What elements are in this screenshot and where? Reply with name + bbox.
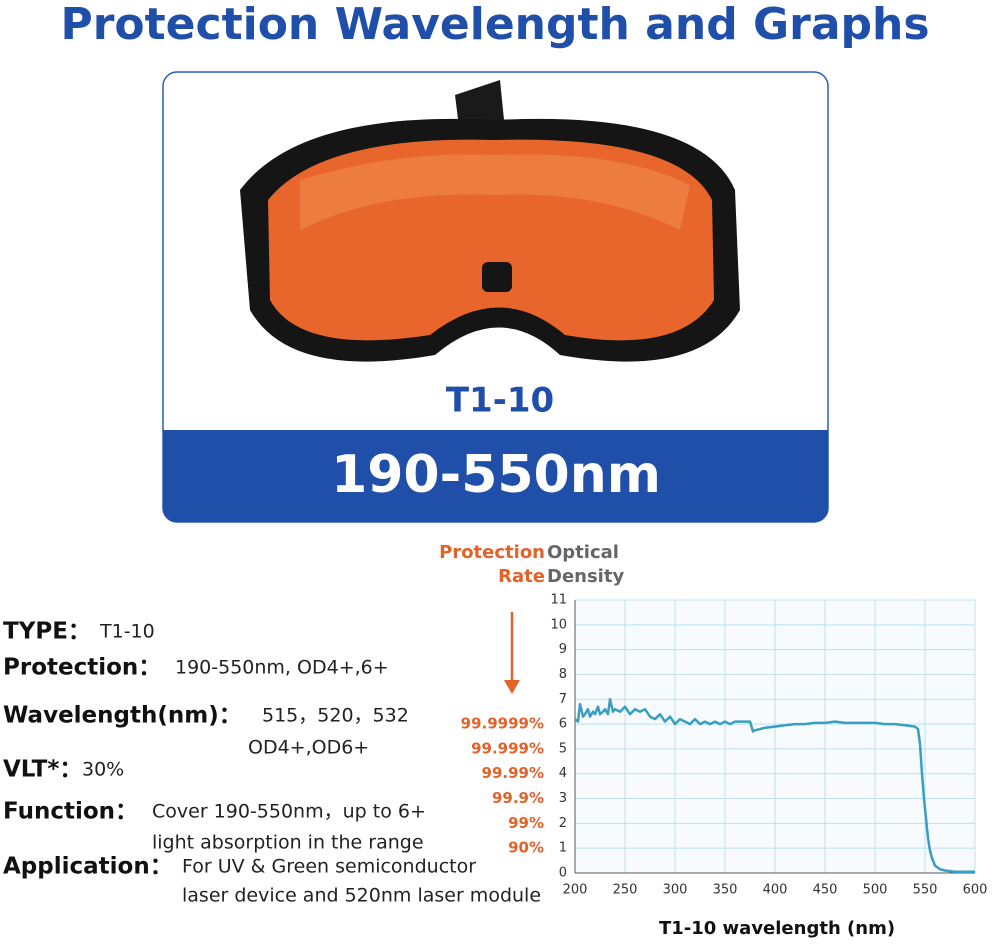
x-tick-label: 450: [813, 883, 838, 898]
y-tick-label: 5: [559, 741, 567, 756]
page-title: Protection Wavelength and Graphs: [60, 0, 929, 50]
y-axis-title: Optical: [547, 542, 619, 563]
rate-axis-title: Rate: [498, 566, 545, 587]
spec-value: light absorption in the range: [152, 832, 424, 854]
x-tick-label: 200: [563, 883, 588, 898]
x-tick-label: 400: [763, 883, 788, 898]
x-axis-title: T1-10 wavelength (nm): [659, 918, 895, 939]
product-card: T1-10 190-550nm: [162, 71, 829, 523]
y-axis-title: Density: [547, 566, 624, 587]
y-tick-label: 7: [559, 692, 567, 707]
rate-tick-label: 99.9%: [492, 789, 544, 807]
rate-tick-label: 99.999%: [471, 739, 544, 757]
x-tick-label: 550: [913, 883, 938, 898]
y-tick-label: 11: [550, 593, 567, 608]
rate-axis-title: Protection: [439, 542, 545, 563]
spec-value: 515，520，532: [262, 705, 409, 727]
rate-tick-label: 99.9999%: [461, 715, 544, 733]
spec-list: TYPE： T1-10 Protection： 190-550nm, OD4+,6+ W…: [3, 619, 541, 907]
y-tick-label: 2: [559, 816, 567, 831]
y-tick-label: 3: [559, 791, 567, 806]
spec-value: Cover 190-550nm，up to 6+: [152, 801, 426, 823]
spec-value: OD4+,OD6+: [248, 737, 369, 759]
spec-label: Function：: [3, 799, 138, 825]
y-tick-label: 6: [559, 717, 567, 732]
x-tick-label: 250: [613, 883, 638, 898]
spec-label: TYPE：: [3, 619, 91, 645]
x-tick-label: 300: [663, 883, 688, 898]
spec-value: T1-10: [99, 621, 155, 643]
rate-tick-label: 99.99%: [482, 764, 544, 782]
card-band: [163, 430, 828, 522]
goggles-image: [240, 80, 740, 362]
rate-tick-label: 90%: [508, 839, 544, 857]
y-tick-label: 4: [559, 766, 567, 781]
range-label: 190-550nm: [331, 445, 661, 505]
spec-label: Application：: [3, 854, 173, 880]
x-tick-label: 500: [863, 883, 888, 898]
spec-value: For UV & Green semiconductor: [182, 856, 476, 878]
y-tick-label: 1: [559, 841, 567, 856]
x-tick-label: 600: [963, 883, 988, 898]
chart: 0 1 2 3 4 5 6 7 8 9 10 11 200 250 300 350 400 450 500 550 60…: [439, 542, 987, 939]
spec-value: 190-550nm, OD4+,6+: [175, 657, 389, 679]
x-tick-label: 350: [713, 883, 738, 898]
y-tick-label: 9: [559, 642, 567, 657]
spec-label: VLT*：: [3, 757, 82, 783]
spec-label: Wavelength(nm)：: [3, 703, 242, 729]
y-tick-label: 10: [550, 617, 567, 632]
arrow-head: [504, 680, 520, 694]
y-tick-label: 0: [559, 866, 567, 881]
y-tick-label: 8: [559, 667, 567, 682]
spec-label: Protection：: [3, 655, 161, 681]
model-label: T1-10: [446, 381, 554, 421]
spec-value: 30%: [82, 759, 124, 781]
spec-value: laser device and 520nm laser module: [182, 885, 541, 907]
data-line: [574, 698, 975, 874]
rate-tick-label: 99%: [508, 814, 544, 832]
